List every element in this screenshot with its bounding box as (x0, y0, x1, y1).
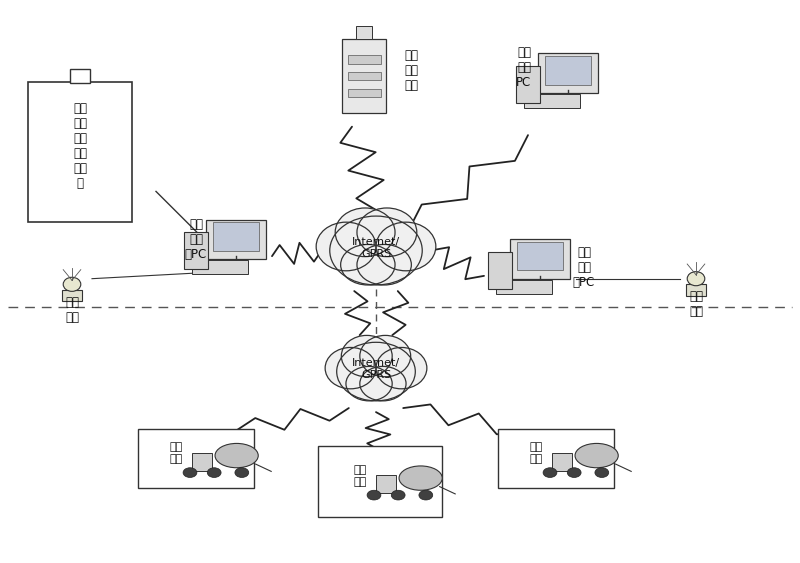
Text: 报警
装置: 报警 装置 (689, 290, 703, 318)
FancyBboxPatch shape (184, 232, 208, 269)
FancyBboxPatch shape (206, 220, 266, 259)
Ellipse shape (316, 222, 376, 271)
Text: Internet/
GPRS: Internet/ GPRS (352, 358, 400, 379)
FancyBboxPatch shape (62, 290, 82, 301)
Ellipse shape (360, 367, 406, 401)
Ellipse shape (360, 336, 410, 377)
Ellipse shape (575, 444, 618, 468)
FancyBboxPatch shape (517, 242, 563, 270)
Ellipse shape (399, 466, 442, 490)
Ellipse shape (567, 468, 581, 477)
Ellipse shape (346, 367, 392, 401)
FancyBboxPatch shape (516, 66, 540, 102)
Ellipse shape (543, 468, 557, 477)
FancyBboxPatch shape (213, 222, 259, 251)
Text: 数据
库服
务器: 数据 库服 务器 (404, 49, 418, 92)
Ellipse shape (391, 490, 405, 500)
FancyBboxPatch shape (686, 284, 706, 296)
Text: 供应
方终
端PC: 供应 方终 端PC (185, 218, 207, 261)
Ellipse shape (183, 468, 197, 477)
FancyBboxPatch shape (70, 69, 90, 83)
FancyBboxPatch shape (356, 26, 372, 39)
FancyBboxPatch shape (524, 94, 580, 108)
Ellipse shape (357, 244, 411, 285)
FancyBboxPatch shape (498, 429, 614, 488)
FancyBboxPatch shape (347, 55, 381, 64)
Text: 报警
装置: 报警 装置 (65, 296, 79, 324)
Ellipse shape (376, 347, 427, 389)
Ellipse shape (342, 336, 392, 377)
Ellipse shape (419, 490, 433, 500)
Ellipse shape (341, 244, 395, 285)
Ellipse shape (357, 208, 417, 257)
Ellipse shape (215, 444, 258, 468)
Ellipse shape (63, 277, 81, 292)
Ellipse shape (335, 208, 395, 257)
FancyBboxPatch shape (545, 56, 591, 84)
Text: 搅拌
站智
能生
产管
理装
置: 搅拌 站智 能生 产管 理装 置 (73, 102, 87, 190)
FancyBboxPatch shape (510, 239, 570, 279)
FancyBboxPatch shape (192, 453, 213, 471)
Ellipse shape (235, 468, 249, 477)
FancyBboxPatch shape (347, 88, 381, 97)
FancyBboxPatch shape (28, 82, 132, 222)
FancyBboxPatch shape (496, 280, 552, 294)
FancyBboxPatch shape (347, 72, 381, 81)
Ellipse shape (367, 490, 381, 500)
Text: Internet/
GPRS: Internet/ GPRS (352, 237, 400, 258)
Ellipse shape (207, 468, 221, 477)
Text: 电子
标签: 电子 标签 (530, 443, 542, 464)
Ellipse shape (687, 271, 705, 286)
Text: 电子
标签: 电子 标签 (354, 465, 366, 486)
Ellipse shape (337, 342, 415, 401)
Text: 施工
方终
端PC: 施工 方终 端PC (573, 246, 595, 289)
Ellipse shape (595, 468, 609, 477)
Ellipse shape (376, 222, 436, 271)
FancyBboxPatch shape (488, 252, 512, 288)
FancyBboxPatch shape (376, 475, 397, 493)
Text: 监理
终端
PC: 监理 终端 PC (516, 46, 532, 89)
FancyBboxPatch shape (318, 446, 442, 517)
FancyBboxPatch shape (138, 429, 254, 488)
Text: 电子
标签: 电子 标签 (170, 443, 182, 464)
Ellipse shape (330, 216, 422, 285)
FancyBboxPatch shape (192, 260, 248, 274)
FancyBboxPatch shape (538, 53, 598, 93)
Ellipse shape (325, 347, 376, 389)
FancyBboxPatch shape (552, 453, 573, 471)
FancyBboxPatch shape (342, 39, 386, 113)
